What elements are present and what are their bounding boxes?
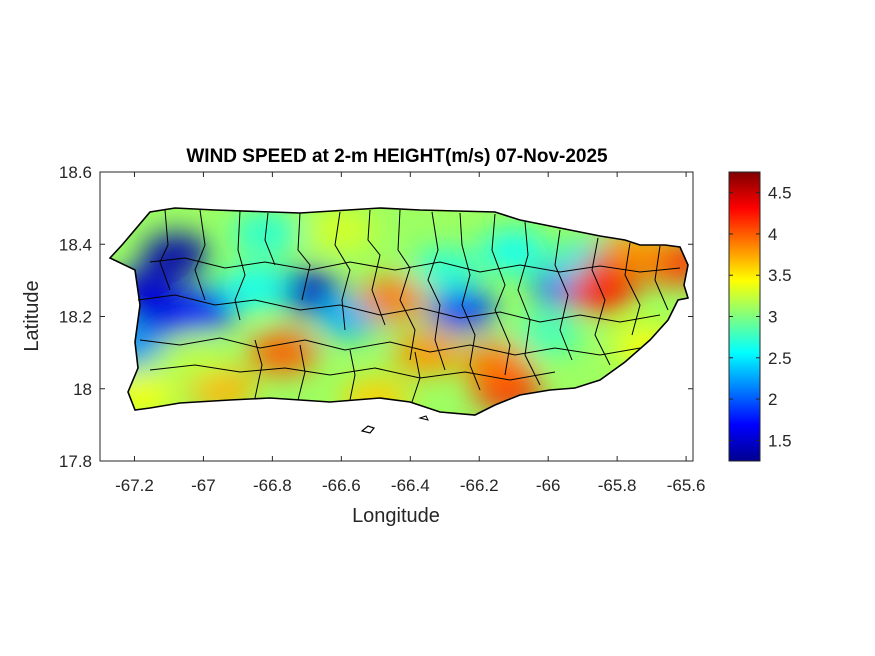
- field-cell: [307, 208, 376, 252]
- field-cell: [428, 287, 497, 332]
- municipality-boundaries: [137, 209, 681, 403]
- field-cell: [514, 312, 583, 357]
- wind-speed-field: [110, 208, 688, 415]
- colorbar-ticks: 1.5 2 2.5 3 3.5 4 4.5: [729, 184, 792, 450]
- x-tick-label: -65.8: [598, 476, 637, 495]
- y-tick-label: 18.6: [59, 163, 92, 182]
- x-tick-label: -66.2: [460, 476, 499, 495]
- field-cell: [221, 265, 290, 310]
- x-tick-label: -66.8: [253, 476, 292, 495]
- island-coastline: [108, 207, 690, 416]
- colorbar-tick-label: 3: [768, 308, 777, 327]
- colorbar-tick-label: 2: [768, 390, 777, 409]
- x-axis: -67.2 -67 -66.8 -66.6 -66.4 -66.2 -66 -65.8 -65.…: [115, 172, 705, 495]
- y-tick-label: 18.2: [59, 308, 92, 327]
- colorbar-tick-label: 1.5: [768, 431, 792, 450]
- x-tick-label: -66.4: [391, 476, 430, 495]
- field-cell: [393, 330, 462, 375]
- field-cell: [248, 330, 317, 375]
- chart-title: WIND SPEED at 2-m HEIGHT(m/s) 07-Nov-202…: [186, 146, 608, 167]
- colorbar-tick-label: 2.5: [768, 349, 792, 368]
- x-tick-label: -67.2: [115, 476, 154, 495]
- y-tick-label: 17.8: [59, 452, 92, 471]
- field-cell: [159, 337, 228, 382]
- y-tick-label: 18.4: [59, 235, 92, 254]
- colorbar-tick-label: 4: [768, 225, 777, 244]
- colorbar: [728, 171, 761, 462]
- y-tick-label: 18: [73, 380, 92, 399]
- colorbar-tick-label: 4.5: [768, 184, 792, 203]
- islet-south-coast: [418, 415, 429, 421]
- x-tick-label: -67: [191, 476, 216, 495]
- x-tick-label: -66: [536, 476, 561, 495]
- y-axis: 17.8 18 18.2 18.4 18.6: [59, 163, 693, 471]
- x-tick-label: -65.6: [667, 476, 706, 495]
- x-axis-label: Longitude: [352, 505, 440, 527]
- islet-caja-de-muertos: [360, 425, 376, 434]
- colorbar-tick-label: 3.5: [768, 266, 792, 285]
- field-cell: [141, 233, 210, 278]
- y-axis-label: Latitude: [21, 280, 43, 351]
- field-cell: [565, 269, 634, 314]
- field-cell: [479, 229, 548, 274]
- x-tick-label: -66.6: [322, 476, 361, 495]
- field-cell: [359, 276, 428, 321]
